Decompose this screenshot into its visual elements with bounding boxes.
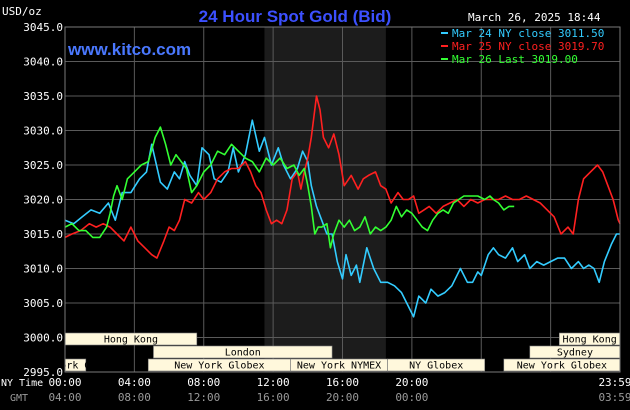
legend-entry: Mar 25 NY close 3019.70 — [452, 40, 604, 53]
session-label: Hong Kong — [104, 335, 158, 346]
chart-title: 24 Hour Spot Gold (Bid) — [199, 7, 392, 26]
gmt-tick-label: 08:00 — [118, 391, 151, 404]
gmt-tick-label: 04:00 — [48, 391, 81, 404]
y-tick-label: 3040.0 — [23, 56, 63, 69]
y-tick-label: 3015.0 — [23, 228, 63, 241]
series-line-2 — [64, 95, 621, 259]
x-tick-label: 23:59 — [598, 376, 630, 389]
gmt-tick-label: 03:59 — [598, 391, 630, 404]
series-line-1 — [64, 119, 620, 318]
x-tick-label: 16:00 — [326, 376, 359, 389]
x-tick-label: 00:00 — [48, 376, 81, 389]
gmt-row-label: GMT — [10, 393, 28, 404]
ny-time-row-label: NY Time — [1, 378, 43, 389]
plot-frame — [64, 26, 621, 373]
session-label: New York Globex — [30, 361, 120, 372]
timestamp: March 26, 2025 18:44 — [468, 11, 601, 24]
y-tick-label: 3025.0 — [23, 159, 63, 172]
x-tick-label: 12:00 — [257, 376, 290, 389]
y-tick-label: 3010.0 — [23, 263, 63, 276]
gmt-tick-label: 00:00 — [395, 391, 428, 404]
x-tick-label: 20:00 — [395, 376, 428, 389]
series-line-3 — [64, 126, 515, 249]
session-label: Sydney — [557, 348, 593, 359]
session-box — [387, 358, 486, 372]
y-tick-label: 3005.0 — [23, 297, 63, 310]
gmt-tick-label: 16:00 — [257, 391, 290, 404]
session-label: New York NYMEX — [297, 361, 381, 372]
legend-entry: Mar 24 NY close 3011.50 — [452, 27, 604, 40]
session-label: New York Globex — [517, 361, 607, 372]
legend-entry: Mar 26 Last 3019.00 — [452, 53, 578, 66]
x-tick-label: 04:00 — [118, 376, 151, 389]
session-label: London — [225, 348, 261, 359]
session-label: Hong Kong — [563, 335, 617, 346]
x-tick-label: 08:00 — [187, 376, 220, 389]
y-tick-label: 3020.0 — [23, 194, 63, 207]
gmt-tick-label: 12:00 — [187, 391, 220, 404]
y-tick-label: 3000.0 — [23, 332, 63, 345]
session-label: New York Globex — [174, 361, 264, 372]
y-tick-label: 3030.0 — [23, 125, 63, 138]
watermark-url: www.kitco.com — [67, 40, 191, 59]
y-tick-label: 3045.0 — [23, 21, 63, 34]
y-tick-label: 3035.0 — [23, 90, 63, 103]
session-box — [153, 345, 333, 359]
y-tick-label: 2995.0 — [23, 366, 63, 379]
y-unit-label: USD/oz — [2, 5, 42, 18]
session-label: NY Globex — [409, 361, 463, 372]
gmt-tick-label: 20:00 — [326, 391, 359, 404]
